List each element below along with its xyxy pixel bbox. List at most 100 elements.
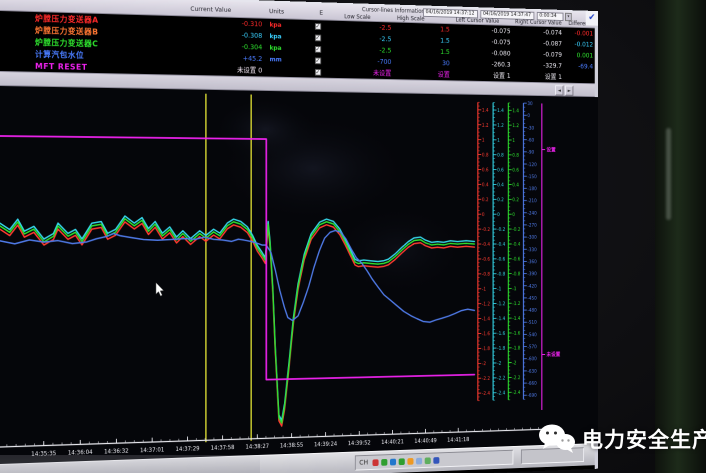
scale-tick-label: -2.2 (497, 376, 505, 382)
scale-tick-label: -1.4 (512, 316, 520, 322)
scale-tick-label: -1.6 (482, 331, 490, 337)
scale-tick-label: -0.4 (482, 242, 490, 248)
watermark: 电力安全生产 (538, 423, 706, 455)
tray-icon[interactable] (425, 457, 431, 464)
enable-cell[interactable]: ✓ (300, 45, 335, 54)
header-current-value: Current Value (190, 5, 231, 14)
drum-level-scale: 30 0 -30 -60 -90 -120 -150 -180 -210 -240 -270 -300… (523, 101, 536, 399)
header-low-scale: Low Scale (344, 13, 370, 20)
scale-tick-label: -0.8 (512, 272, 520, 278)
tray-icon[interactable] (373, 459, 379, 466)
scale-tick-label: -0.2 (497, 227, 505, 233)
tray-icon[interactable] (408, 458, 414, 465)
scale-tick-label: -1 (482, 287, 486, 293)
high-scale-value: 30 (391, 58, 449, 67)
scale-tick-label: -1.2 (512, 301, 520, 307)
high-scale-value: 1.5 (391, 36, 449, 45)
scale-tick-label: 0.6 (512, 168, 519, 174)
scale-tick-label: 0.6 (497, 168, 504, 174)
scale-tick-label: -0.4 (512, 242, 520, 248)
trend-plot: 1.4 1.2 1 0.8 0.6 0.4 0.2 0 -0.2 -0.4 -0.6 -0.8 -1 -1… (0, 86, 598, 464)
unit-label: kpa (262, 21, 300, 30)
furnace-pressure-c-scale: 1.41.210.80.60.40.20-0.2-0.4-0.6-0.8-1-1… (508, 103, 520, 400)
enable-checkbox[interactable]: ✓ (315, 35, 321, 42)
scale-tick-label: -0.8 (497, 272, 505, 278)
scale-tick-label: 0.2 (497, 197, 504, 203)
left-cursor-value: -0.075 (450, 26, 511, 35)
scale-tick-label: -0.6 (482, 257, 490, 263)
app-logo-icon[interactable]: ✔ (586, 11, 598, 26)
right-cursor-value: -0.087 (511, 39, 562, 48)
enable-checkbox[interactable]: ✓ (315, 46, 321, 53)
low-scale-value: -2.5 (335, 34, 391, 43)
trend-chart-area[interactable]: 1.4 1.2 1 0.8 0.6 0.4 0.2 0 -0.2 -0.4 -0.6 -0.8 -1 -1… (0, 86, 598, 464)
scale-tick-label: 0 (527, 113, 530, 119)
time-tick-label: 14:41:18 (447, 437, 470, 443)
time-tick-label: 14:37:01 (140, 447, 165, 454)
scale-tick-label: -0.2 (512, 227, 520, 233)
difference-value: -69.4 (562, 62, 595, 70)
scale-tick-label: -150 (527, 174, 536, 180)
scale-tick-label: -510 (527, 320, 536, 326)
scroll-right-icon[interactable]: ► (565, 85, 573, 95)
time-tick-label: 14:39:52 (348, 441, 371, 448)
time-tick-label: 14:38:27 (245, 444, 269, 451)
tray-icon[interactable] (433, 457, 439, 464)
scale-tick-label: -330 (527, 247, 536, 253)
current-value: 未设置 0 (185, 64, 262, 75)
header-units: Units (269, 7, 284, 15)
scale-tick-label: -660 (527, 381, 536, 387)
current-value: -0.310 (185, 18, 262, 28)
scale-tick-label: 1 (482, 138, 485, 144)
enable-cell[interactable]: ✓ (300, 68, 335, 76)
system-tray[interactable]: CH (355, 450, 513, 471)
scale-tick-label: 1.4 (482, 108, 489, 114)
scale-tick-label: 1.2 (512, 123, 519, 129)
scale-tick-label: -390 (527, 272, 536, 278)
high-scale-value: 1.5 (391, 24, 449, 33)
tray-icon[interactable] (381, 458, 387, 465)
bezel-bottom-glare (0, 455, 260, 473)
difference-value (562, 77, 595, 78)
monitor-bezel-right (655, 0, 706, 473)
left-cursor-value: -0.075 (450, 37, 511, 46)
scale-tick-label: 1 (512, 138, 515, 144)
scale-tick-label: -270 (527, 223, 536, 229)
scale-tick-label: -90 (527, 150, 534, 156)
tray-icon[interactable] (399, 458, 405, 465)
unit-label (262, 71, 300, 72)
enable-checkbox[interactable]: ✓ (315, 57, 321, 64)
scale-tick-label: -0.6 (497, 257, 505, 263)
scale-tick-label: -120 (527, 162, 536, 168)
time-tick-label: 14:40:49 (414, 438, 437, 444)
scale-tick-label: -2.4 (512, 390, 520, 396)
enable-cell[interactable]: ✓ (300, 33, 335, 42)
scale-binary-label: 设置 (546, 146, 556, 154)
scale-tick-label: -1.6 (512, 331, 520, 337)
furnace-pressure-a-scale: 1.41.210.80.60.40.20-0.2-0.4-0.6-0.8-1-1… (478, 102, 490, 400)
scale-tick-label: -0.2 (482, 227, 490, 233)
low-scale-value: -2.5 (335, 46, 391, 55)
scale-tick-label: 0.8 (482, 153, 489, 159)
scale-tick-label: -240 (527, 211, 536, 217)
scroll-left-icon[interactable]: ◄ (555, 85, 563, 95)
enable-checkbox[interactable]: ✓ (315, 23, 321, 30)
scale-tick-label: -1.4 (497, 316, 505, 322)
scale-tick-label: -1.8 (482, 346, 490, 352)
tray-icon[interactable] (390, 458, 396, 465)
language-indicator[interactable]: CH (359, 459, 368, 467)
right-cursor-value: -0.074 (511, 28, 562, 37)
tray-icon[interactable] (416, 457, 422, 464)
scale-tick-label: -0.8 (482, 272, 490, 278)
header-right-cursor: Right Cursor Value (515, 19, 562, 27)
enable-checkbox[interactable]: ✓ (315, 69, 321, 76)
enable-cell[interactable]: ✓ (300, 56, 335, 64)
time-tick-label: 14:38:55 (280, 443, 304, 450)
left-cursor-value: 设置 1 (450, 70, 511, 81)
scale-tick-label: -2 (512, 361, 516, 367)
enable-cell[interactable]: ✓ (300, 22, 335, 31)
header-cursor-info: Cursor-lines Information (362, 6, 425, 15)
scale-tick-label: -1.2 (497, 301, 505, 307)
scale-tick-label: -600 (527, 357, 536, 363)
scale-tick-label: -540 (527, 332, 536, 338)
